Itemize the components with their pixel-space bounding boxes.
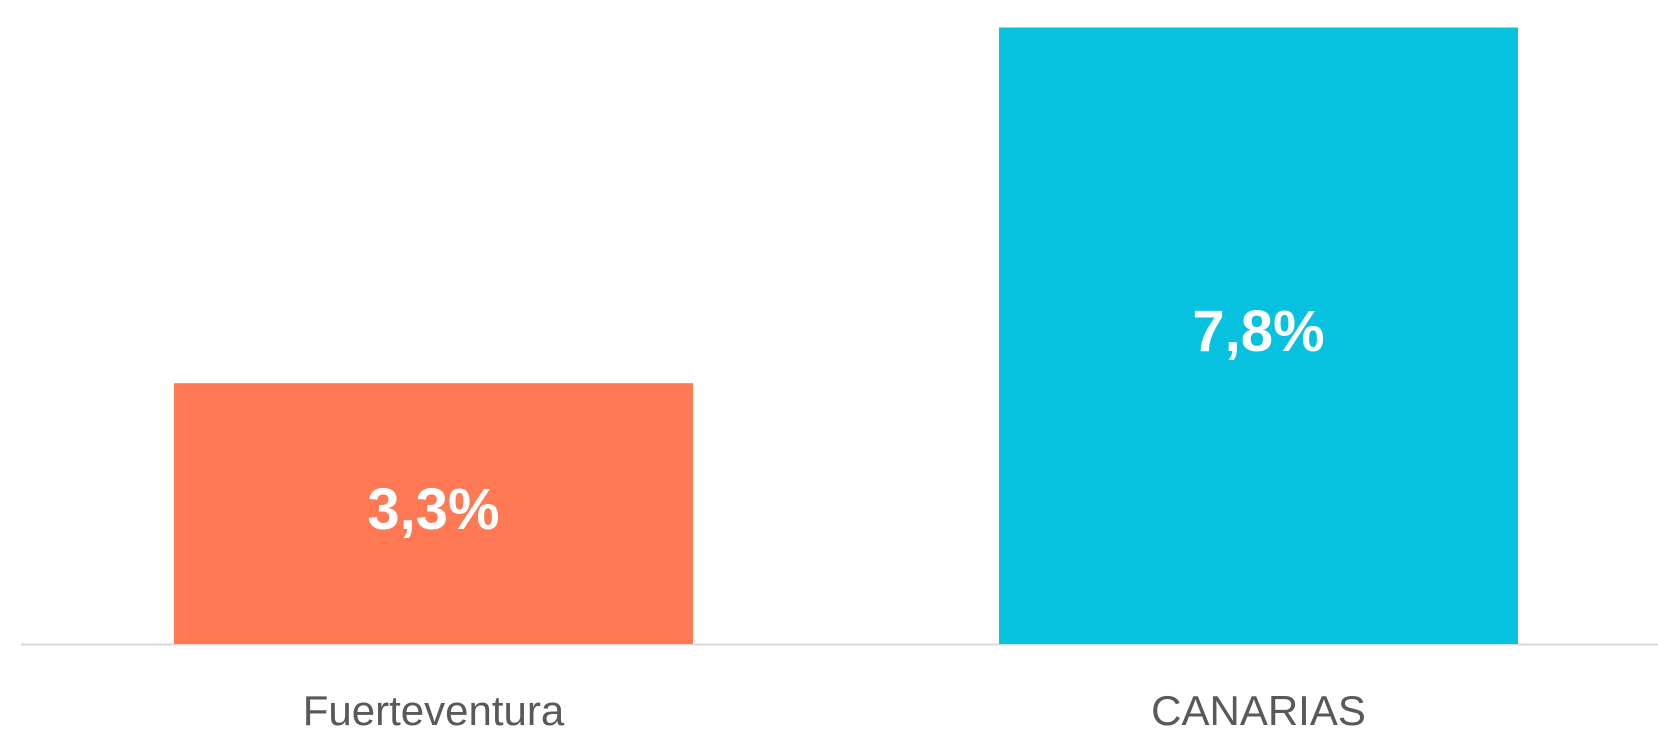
x-tick-label: Fuerteventura [303, 687, 565, 733]
bar [174, 383, 693, 644]
bar [999, 27, 1518, 644]
x-tick-label: CANARIAS [1151, 687, 1366, 733]
data-label: 3,3% [367, 477, 499, 542]
data-label: 7,8% [1192, 299, 1324, 364]
